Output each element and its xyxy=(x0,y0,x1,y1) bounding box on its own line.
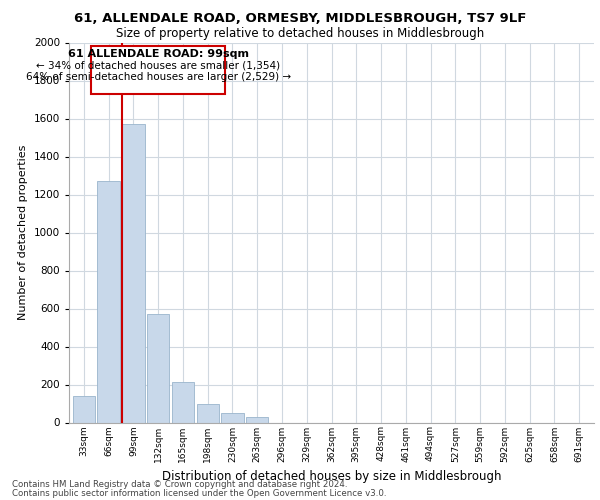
Bar xyxy=(97,181,120,422)
Text: 64% of semi-detached houses are larger (2,529) →: 64% of semi-detached houses are larger (… xyxy=(26,72,291,82)
FancyBboxPatch shape xyxy=(91,46,225,94)
Text: 61, ALLENDALE ROAD, ORMESBY, MIDDLESBROUGH, TS7 9LF: 61, ALLENDALE ROAD, ORMESBY, MIDDLESBROU… xyxy=(74,12,526,26)
Y-axis label: Number of detached properties: Number of detached properties xyxy=(18,145,28,320)
Bar xyxy=(122,124,145,422)
Text: Size of property relative to detached houses in Middlesbrough: Size of property relative to detached ho… xyxy=(116,28,484,40)
Bar xyxy=(221,413,244,422)
Bar xyxy=(147,314,169,422)
X-axis label: Distribution of detached houses by size in Middlesbrough: Distribution of detached houses by size … xyxy=(162,470,501,483)
Bar xyxy=(73,396,95,422)
Bar xyxy=(172,382,194,422)
Bar xyxy=(197,404,219,422)
Text: Contains HM Land Registry data © Crown copyright and database right 2024.: Contains HM Land Registry data © Crown c… xyxy=(12,480,347,489)
Text: Contains public sector information licensed under the Open Government Licence v3: Contains public sector information licen… xyxy=(12,488,386,498)
Bar xyxy=(246,417,268,422)
Text: 61 ALLENDALE ROAD: 99sqm: 61 ALLENDALE ROAD: 99sqm xyxy=(68,49,248,59)
Text: ← 34% of detached houses are smaller (1,354): ← 34% of detached houses are smaller (1,… xyxy=(36,60,280,70)
